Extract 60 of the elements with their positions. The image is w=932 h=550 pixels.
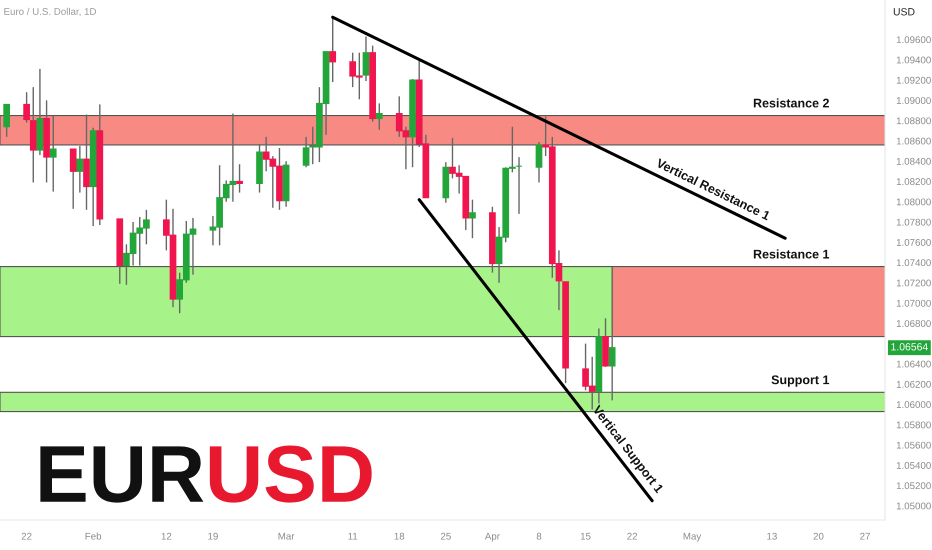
candlestick bbox=[302, 136, 310, 168]
y-tick-label: 1.05000 bbox=[896, 502, 931, 510]
candlestick bbox=[362, 36, 370, 82]
band-label: Resistance 2 bbox=[754, 98, 829, 108]
annotation: EUR bbox=[40, 446, 204, 503]
candlestick bbox=[50, 114, 57, 192]
text: Euro / U.S. Dollar, 1D bbox=[4, 8, 96, 16]
y-tick-label: 1.08000 bbox=[896, 198, 931, 206]
y-tick-label: 1.07600 bbox=[896, 238, 931, 246]
y-tick-label: 1.09600 bbox=[896, 36, 931, 44]
x-tick-label: 20 bbox=[814, 532, 824, 540]
x-tick-label: 8 bbox=[536, 532, 542, 540]
y-tick-label: 1.05200 bbox=[896, 482, 931, 490]
candlestick bbox=[76, 145, 84, 194]
y-tick-label: 1.07800 bbox=[896, 218, 931, 226]
y-tick-label: 1.06200 bbox=[896, 380, 931, 388]
candlestick bbox=[23, 92, 30, 124]
x-tick-label: 22 bbox=[22, 532, 32, 540]
candlestick bbox=[236, 164, 243, 194]
y-tick-label: 1.06800 bbox=[896, 320, 931, 327]
band-label: Support 1 bbox=[771, 375, 830, 387]
x-tick-label: 19 bbox=[208, 532, 218, 540]
y-tick-label: 1.05800 bbox=[896, 421, 931, 428]
y-axis-title: USD bbox=[894, 8, 914, 16]
x-tick-label: 12 bbox=[162, 532, 172, 540]
y-tick-label: 1.07400 bbox=[896, 259, 931, 266]
y-tick-label: 1.06400 bbox=[896, 360, 931, 368]
x-tick-label: 25 bbox=[440, 532, 451, 540]
band-label: Resistance 1 bbox=[754, 249, 830, 259]
x-tick-label: 18 bbox=[394, 532, 404, 540]
candlestick bbox=[3, 104, 10, 138]
y-tick-label: 1.09000 bbox=[896, 97, 931, 104]
candlestick bbox=[329, 16, 336, 83]
x-tick-label: 22 bbox=[627, 532, 638, 540]
y-tick-label: 1.08800 bbox=[896, 117, 931, 124]
y-tick-label: 1.06000 bbox=[896, 401, 931, 408]
y-tick-label: 1.08200 bbox=[896, 178, 931, 186]
annotation: USD bbox=[210, 446, 372, 503]
candlestick bbox=[536, 141, 542, 184]
x-tick-label: Feb bbox=[86, 532, 102, 540]
y-tick-label: 1.07200 bbox=[896, 280, 931, 286]
x-tick-label: May bbox=[684, 532, 702, 542]
candlestick bbox=[469, 198, 476, 239]
y-tick-label: 1.08600 bbox=[896, 138, 931, 145]
x-tick-label: 11 bbox=[348, 532, 358, 540]
x-tick-label: 15 bbox=[580, 532, 591, 540]
x-tick-label: 13 bbox=[767, 532, 777, 540]
text: 1.06564 bbox=[891, 343, 928, 350]
x-tick-label: Apr bbox=[484, 532, 500, 542]
y-tick-label: 1.09200 bbox=[896, 76, 931, 84]
x-tick-label: Mar bbox=[278, 532, 294, 540]
y-tick-label: 1.05400 bbox=[896, 462, 931, 469]
y-tick-label: 1.07000 bbox=[896, 300, 931, 307]
candlestick bbox=[376, 102, 383, 130]
y-tick-label: 1.09400 bbox=[896, 56, 931, 64]
candlestick bbox=[608, 330, 616, 402]
candlestick bbox=[70, 148, 77, 210]
x-tick-label: 27 bbox=[860, 532, 870, 540]
y-tick-label: 1.05600 bbox=[896, 442, 931, 449]
y-tick-label: 1.08400 bbox=[896, 158, 931, 165]
